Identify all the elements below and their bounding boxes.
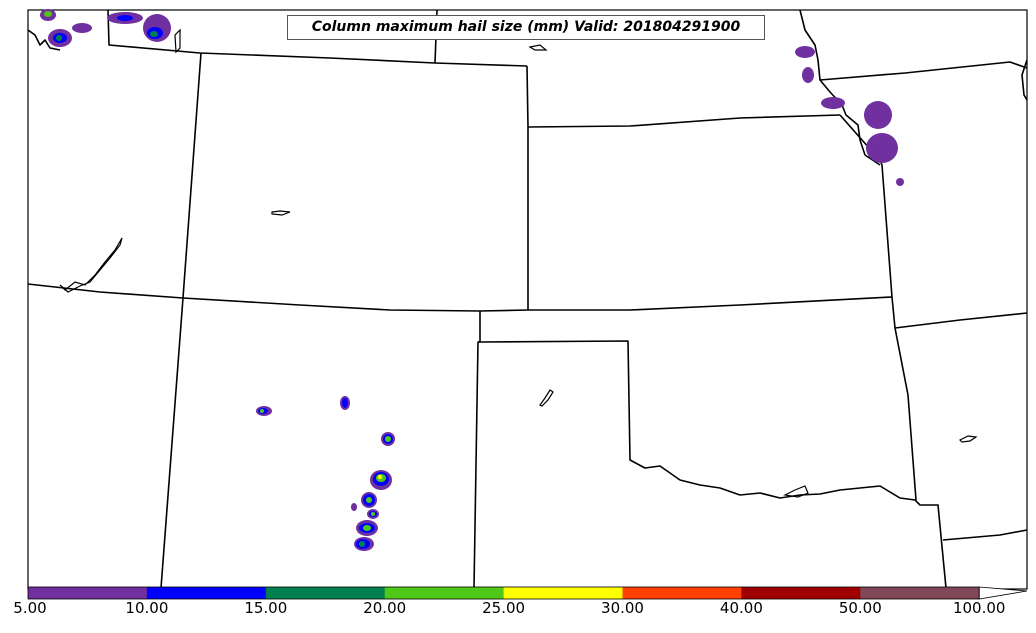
lake-montana: [174, 28, 181, 54]
hail-cell-nm-8: [354, 537, 374, 551]
lake-utah: [59, 237, 123, 293]
colorbar-segment: [384, 587, 505, 599]
hail-cell-nm-1: [256, 406, 272, 416]
lake-iowa: [528, 44, 548, 51]
hail-swaths: [40, 9, 904, 551]
hail-cell-northwest: [40, 9, 171, 47]
colorbar-segment: [28, 587, 148, 599]
colorbar-segment: [741, 587, 861, 599]
colorbar-tick-label: 50.00: [838, 599, 882, 617]
colorbar-tick-label: 20.00: [363, 599, 407, 617]
colorbar-tick-label: 100.00: [952, 599, 1006, 617]
hail-cell-nm-2: [340, 396, 350, 410]
hail-cell-nm-4: [370, 470, 392, 490]
colorbar-segment: [265, 587, 386, 599]
hail-cell-nm-3: [381, 432, 395, 446]
colorbar-segment: [503, 587, 623, 599]
colorbar-tick-label: 30.00: [601, 599, 644, 617]
hail-cell-northeast: [795, 46, 904, 186]
colorbar-tick-label: 40.00: [719, 599, 763, 617]
border-kansas-east: [839, 114, 917, 501]
border-arkansas-south: [942, 529, 1028, 541]
colorbar-segment: [622, 587, 742, 599]
colorbar-segment: [860, 587, 980, 599]
border-four-corners-line: [27, 283, 893, 312]
colorbar-tick-label: 5.00: [13, 599, 47, 617]
border-missouri-north: [819, 61, 1028, 81]
lake-nm: [539, 389, 554, 407]
border-top-left-coast: [27, 29, 61, 51]
hail-cell-nm-6: [367, 509, 379, 519]
lakes: [59, 28, 978, 498]
border-northwest: [107, 9, 528, 67]
hail-cell-nm-5: [351, 492, 377, 511]
border-right-edge-river: [1021, 59, 1028, 101]
colorbar-segment: [146, 587, 267, 599]
lake-missouri: [958, 435, 978, 443]
colorbar-outline: [27, 586, 980, 600]
lake-oklahoma: [783, 485, 809, 498]
colorbar: [27, 586, 1028, 600]
colorbar-tick-label: 10.00: [125, 599, 169, 617]
map-title: Column maximum hail size (mm) Valid: 201…: [287, 15, 765, 40]
hail-cell-nm-7: [356, 520, 378, 536]
border-missouri-south: [894, 312, 1028, 329]
border-nebraska-south: [527, 114, 841, 128]
colorbar-tick-label: 15.00: [244, 599, 288, 617]
border-az-nm: [160, 297, 184, 589]
state-borders: [27, 9, 1028, 589]
colorbar-tick-label: 25.00: [482, 599, 526, 617]
border-oklahoma: [477, 340, 947, 589]
border-utah-north: [182, 52, 202, 299]
lake-wyoming: [271, 210, 291, 216]
